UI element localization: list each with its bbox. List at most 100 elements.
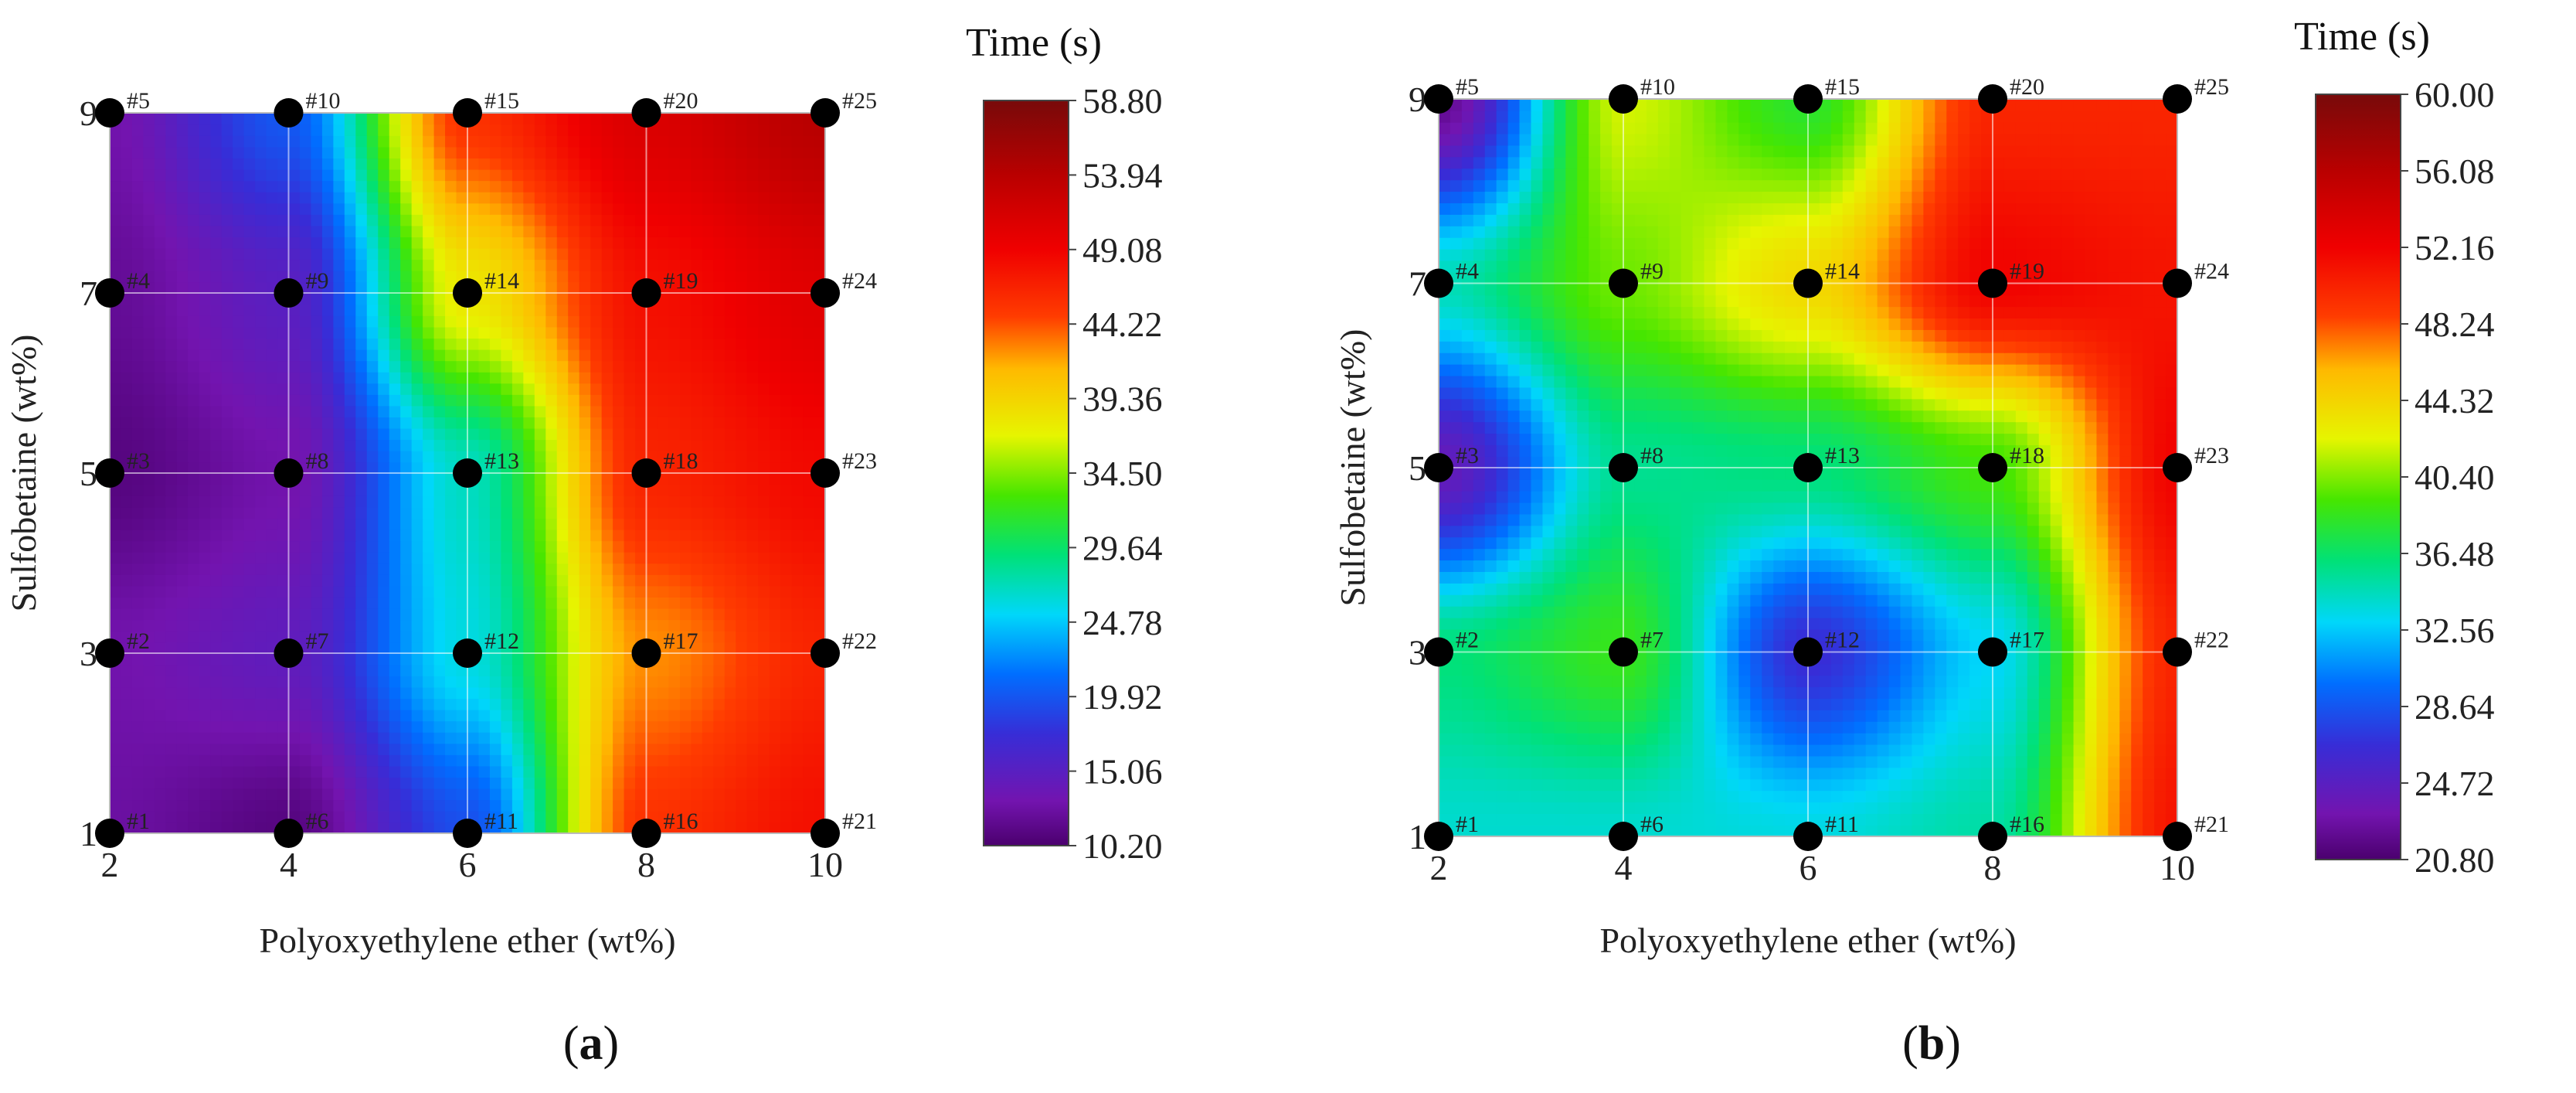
- heatmap-cell: [680, 485, 692, 496]
- heatmap-cell: [2016, 721, 2028, 734]
- heatmap-cell: [680, 665, 692, 676]
- heatmap-cell: [244, 406, 256, 417]
- heatmap-cell: [725, 631, 736, 642]
- colorbar-tick-label: 39.36: [1082, 380, 1163, 419]
- heatmap-cell: [1473, 698, 1486, 710]
- heatmap-cell: [814, 439, 826, 451]
- heatmap-cell: [333, 135, 345, 147]
- heatmap-cell: [590, 687, 602, 699]
- heatmap-cell: [1820, 756, 1832, 768]
- heatmap-cell: [322, 406, 334, 417]
- heatmap-cell: [758, 192, 770, 203]
- heatmap-cell: [412, 822, 423, 833]
- data-point-label: #8: [306, 448, 329, 474]
- heatmap-cell: [110, 439, 121, 451]
- heatmap-cell: [780, 777, 792, 788]
- heatmap-cell: [613, 540, 624, 552]
- heatmap-cell: [333, 349, 345, 361]
- heatmap-cell: [445, 518, 457, 529]
- heatmap-cell: [545, 495, 557, 507]
- heatmap-cell: [1750, 778, 1762, 791]
- heatmap-cell: [770, 529, 781, 541]
- heatmap-cell: [255, 315, 267, 327]
- heatmap-cell: [602, 406, 613, 417]
- heatmap-cell: [1577, 790, 1589, 802]
- heatmap-cell: [110, 518, 121, 529]
- heatmap-cell: [770, 732, 781, 744]
- heatmap-cell: [423, 586, 434, 598]
- heatmap-cell: [2108, 778, 2120, 791]
- heatmap-cell: [277, 315, 289, 327]
- data-point: [274, 278, 304, 308]
- heatmap-cell: [792, 518, 804, 529]
- heatmap-cell: [647, 552, 658, 564]
- heatmap-cell: [803, 676, 814, 687]
- heatmap-cell: [300, 214, 311, 226]
- heatmap-cell: [512, 147, 524, 158]
- heatmap-cell: [647, 327, 658, 339]
- heatmap-cell: [613, 305, 624, 316]
- heatmap-cell: [233, 597, 244, 608]
- heatmap-cell: [747, 349, 759, 361]
- heatmap-cell: [244, 135, 256, 147]
- heatmap-cell: [233, 214, 244, 226]
- heatmap-cell: [400, 540, 412, 552]
- heatmap-cell: [668, 192, 680, 203]
- heatmap-cell: [423, 293, 434, 305]
- heatmap-cell: [702, 451, 714, 462]
- heatmap-cell: [121, 507, 132, 519]
- heatmap-cell: [579, 811, 591, 822]
- colorbar-tick-label: 58.80: [1082, 81, 1163, 121]
- heatmap-cell: [680, 226, 692, 237]
- heatmap-cell: [222, 687, 233, 699]
- heatmap-cell: [132, 237, 144, 248]
- heatmap-cell: [333, 564, 345, 575]
- heatmap-cell: [467, 259, 479, 271]
- heatmap-cell: [658, 169, 669, 181]
- heatmap-cell: [378, 698, 389, 710]
- heatmap-cell: [702, 687, 714, 699]
- heatmap-cell: [267, 687, 278, 699]
- heatmap-cell: [300, 248, 311, 260]
- heatmap-cell: [725, 383, 736, 395]
- heatmap-cell: [155, 169, 166, 181]
- heatmap-cell: [1600, 756, 1613, 768]
- heatmap-cell: [725, 653, 736, 665]
- heatmap-cell: [770, 552, 781, 564]
- heatmap-cell: [624, 147, 636, 158]
- heatmap-cell: [1531, 744, 1544, 757]
- heatmap-cell: [814, 754, 826, 766]
- heatmap-cell: [535, 473, 546, 485]
- heatmap-cell: [736, 338, 747, 349]
- heatmap-cell: [545, 698, 557, 710]
- heatmap-cell: [478, 372, 490, 383]
- heatmap-cell: [680, 383, 692, 395]
- heatmap-cell: [300, 698, 311, 710]
- heatmap-cell: [277, 406, 289, 417]
- heatmap-cell: [177, 720, 189, 732]
- heatmap-cell: [244, 518, 256, 529]
- heatmap-cell: [367, 203, 379, 215]
- heatmap-cell: [467, 507, 479, 519]
- heatmap-cell: [1520, 744, 1532, 757]
- heatmap-cell: [1508, 710, 1521, 722]
- heatmap-cell: [1738, 686, 1751, 699]
- heatmap-cell: [780, 169, 792, 181]
- heatmap-cell: [2166, 790, 2178, 802]
- heatmap-cell: [322, 180, 334, 192]
- heatmap-cell: [378, 428, 389, 440]
- heatmap-cell: [490, 529, 501, 541]
- heatmap-cell: [568, 169, 579, 181]
- heatmap-cell: [378, 799, 389, 811]
- heatmap-cell: [568, 485, 579, 496]
- heatmap-cell: [2062, 733, 2075, 745]
- heatmap-cell: [713, 417, 725, 428]
- heatmap-cell: [132, 360, 144, 372]
- heatmap-cell: [233, 687, 244, 699]
- heatmap-cell: [177, 461, 189, 473]
- heatmap-cell: [333, 631, 345, 642]
- heatmap-cell: [345, 811, 356, 822]
- heatmap-cell: [613, 744, 624, 755]
- heatmap-cell: [267, 744, 278, 755]
- heatmap-cell: [177, 237, 189, 248]
